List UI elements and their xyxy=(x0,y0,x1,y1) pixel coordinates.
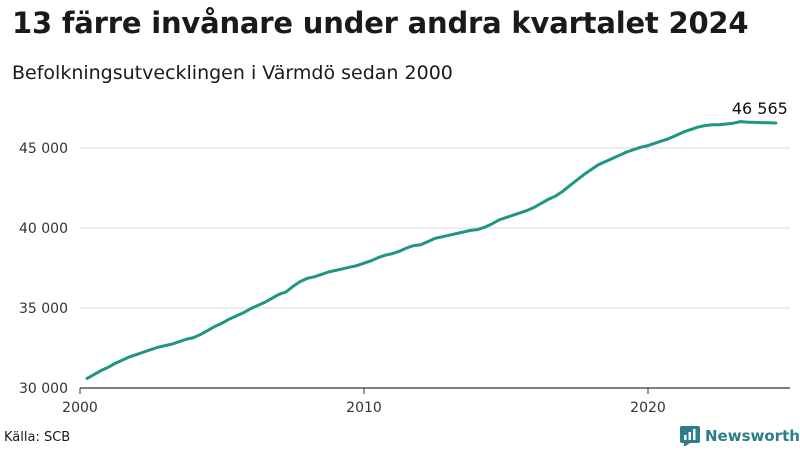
y-tick-label: 40 000 xyxy=(19,221,68,237)
chart-subtitle: Befolkningsutvecklingen i Värmdö sedan 2… xyxy=(12,62,453,84)
y-tick-label: 30 000 xyxy=(19,381,68,397)
series-line xyxy=(85,120,778,380)
y-tick-label: 45 000 xyxy=(19,141,68,157)
x-tick-label: 2020 xyxy=(630,400,666,416)
end-value-label: 46 565 xyxy=(732,99,788,118)
y-tick-label: 35 000 xyxy=(19,301,68,317)
grid-lines xyxy=(80,147,790,309)
x-axis-tick-labels: 2000 2010 2020 xyxy=(62,388,666,416)
x-tick-label: 2000 xyxy=(62,400,98,416)
series-group xyxy=(85,120,778,380)
source-note: Källa: SCB xyxy=(4,430,71,445)
x-tick-label: 2010 xyxy=(346,400,382,416)
chart-title: 13 färre invånare under andra kvartalet … xyxy=(12,6,749,40)
y-axis-tick-labels: 30 000 35 000 40 000 45 000 xyxy=(19,141,68,397)
brand-logo[interactable]: Newsworthy xyxy=(680,426,800,446)
newsworthy-logo-icon xyxy=(680,426,700,446)
brand-name: Newsworthy xyxy=(705,427,800,445)
data-labels: 46 565 xyxy=(732,99,788,118)
